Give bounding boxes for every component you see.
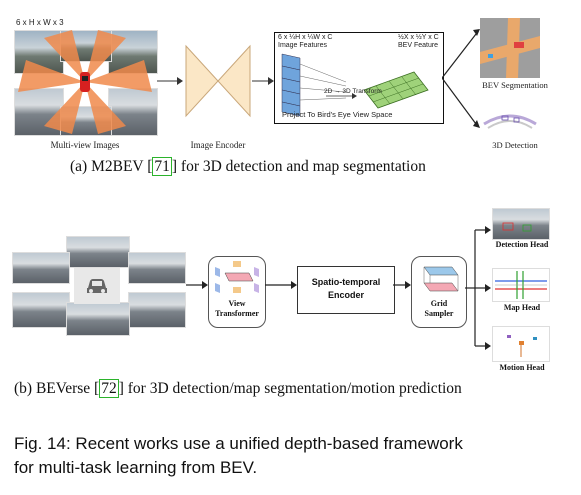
arrow-to-encoder-b [265, 281, 297, 289]
output-arrows [442, 29, 480, 128]
3d-detection-image [480, 104, 540, 134]
caption-a-prefix: (a) M2BEV [ [70, 158, 153, 175]
grid-sampler-label-2: Sampler [424, 309, 454, 318]
motion-head-label: Motion Head [499, 363, 545, 372]
caption-b-ref[interactable]: 72 [99, 379, 119, 398]
image-features-dims: 6 x ¼H x ¼W x C [278, 34, 333, 41]
arrow-to-encoder [157, 77, 183, 85]
caption-a: (a) M2BEV [71] for 3D detection and map … [70, 157, 426, 176]
bev-segmentation-label: BEV Segmentation [482, 80, 548, 90]
image-encoder-shape [185, 44, 251, 118]
map-head-label: Map Head [503, 303, 541, 312]
project-label: Project To Bird's Eye View Space [282, 110, 393, 119]
image-encoder-label: Image Encoder [190, 140, 246, 150]
caption-b-prefix: (b) BEVerse [ [14, 380, 100, 397]
head-branch-arrows [465, 226, 491, 350]
encoder-label-1: Spatio-temporal [311, 277, 381, 287]
bev-segmentation-image [480, 18, 540, 78]
bev-feature-label: BEV Feature [398, 42, 439, 49]
input-dims-label: 6 x H x W x 3 [16, 18, 64, 27]
arrow-to-view-transformer [186, 281, 208, 289]
grid-sampler-label-1: Grid [430, 299, 448, 308]
detection-head-label: Detection Head [495, 240, 549, 249]
multiview-images-label: Multi-view Images [50, 140, 120, 150]
encoder-label-2: Encoder [327, 290, 364, 300]
multiview-images [14, 30, 158, 136]
caption-a-suffix: ] for 3D detection and map segmentation [171, 158, 426, 175]
view-transformer-label-2: Transformer [215, 309, 259, 318]
caption-b-suffix: ] for 3D detection/map segmentation/moti… [118, 380, 462, 397]
arrow-to-grid-sampler [393, 281, 411, 289]
3d-detection-label: 3D Detection [492, 140, 538, 150]
transform-label: 2D → 3D Transform [324, 88, 382, 95]
bev-multiview-images [12, 236, 186, 336]
view-transformer-block: View Transformer [208, 256, 266, 328]
view-transformer-label-1: View [228, 299, 246, 308]
bev-feature-dims: ½X x ½Y x C [398, 34, 439, 41]
caption-a-ref[interactable]: 71 [152, 157, 172, 176]
figure-caption-line-2: for multi-task learning from BEV. [14, 458, 258, 477]
car-icon [87, 279, 107, 293]
map-head-image [492, 268, 550, 302]
figure-caption-line-1: Fig. 14: Recent works use a unified dept… [14, 434, 463, 453]
image-features-label: Image Features [278, 42, 328, 49]
grid-sampler-block: Grid Sampler [411, 256, 467, 328]
motion-head-image [492, 326, 550, 362]
arrow-to-projection [252, 77, 274, 85]
detection-head-image [492, 208, 550, 240]
feature-transform-graphic [281, 53, 429, 117]
spatio-temporal-encoder-block: Spatio-temporal Encoder [297, 266, 395, 314]
caption-b: (b) BEVerse [72] for 3D detection/map se… [14, 379, 462, 398]
